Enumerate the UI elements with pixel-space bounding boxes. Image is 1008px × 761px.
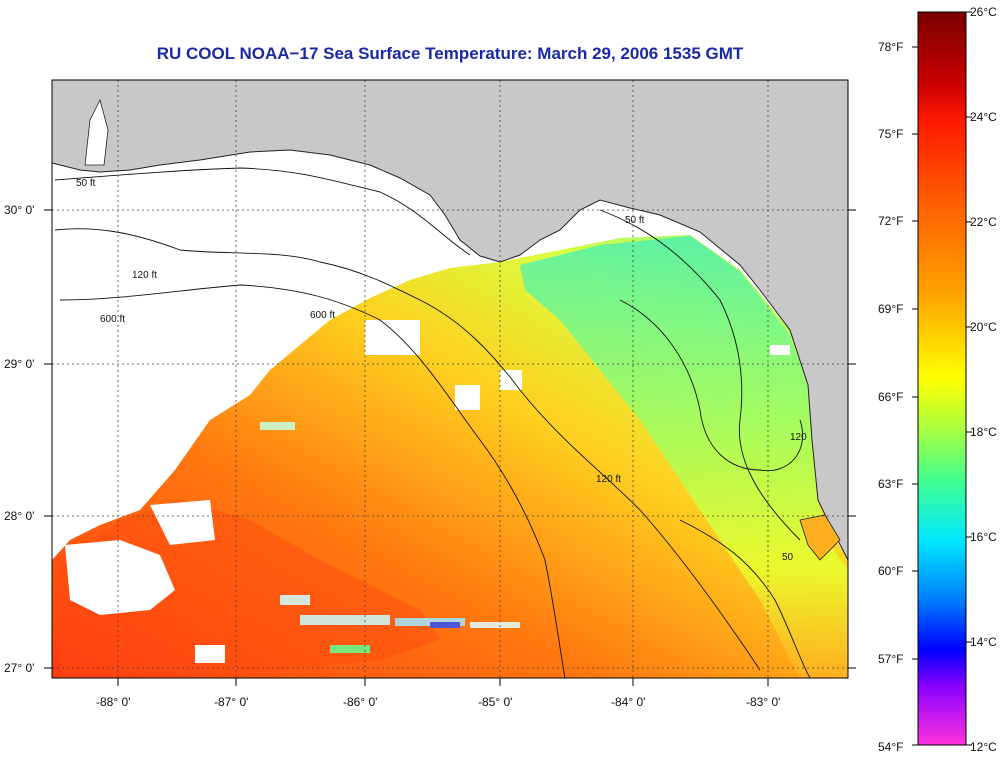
lat-label-28n: 28° 0' [4,509,34,523]
contour-label-120ft: 120 ft [132,270,157,281]
lon-label-87w: -87° 0' [214,695,248,709]
colorbar-label-20c: 20°C [970,320,997,334]
colorbar-label-18c: 18°C [970,425,997,439]
mobile-bay [84,98,109,166]
lon-label-88w: -88° 0' [96,695,130,709]
lat-label-27n: 27° 0' [4,661,34,675]
colorbar-label-72f: 72°F [878,214,903,228]
contour-label-600ft-mid: 600 ft [310,310,335,321]
plot-ticks [44,209,856,686]
colorbar-label-26c: 26°C [970,5,997,19]
lat-label-30n: 30° 0' [4,203,34,217]
warm-water-region [60,500,440,675]
bathymetry-contours [54,167,811,678]
lon-label-85w: -85° 0' [478,695,512,709]
contour-label-600ft: 600 ft [100,314,125,325]
florida-shelf-waters [520,236,848,678]
colorbar-label-16c: 16°C [970,530,997,544]
colorbar-gradient [917,11,967,746]
cool-streaks [260,422,520,653]
contour-label-120: 120 [790,432,807,443]
temperature-colorbar: 26°C 24°C 22°C 20°C 18°C 16°C 14°C 12°C … [878,5,997,754]
colorbar-label-12c: 12°C [970,740,997,754]
contour-label-50ft: 50 ft [76,178,96,189]
colorbar-ticks [912,11,972,746]
colorbar-label-75f: 75°F [878,127,903,141]
colorbar-label-14c: 14°C [970,635,997,649]
contour-label-50ft-fl: 50 ft [625,215,645,226]
colorbar-label-66f: 66°F [878,390,903,404]
colorbar-label-24c: 24°C [970,110,997,124]
colorbar-label-57f: 57°F [878,652,903,666]
lon-label-83w: -83° 0' [746,695,780,709]
colorbar-label-54f: 54°F [878,740,903,754]
contour-label-50: 50 [782,552,794,563]
colorbar-label-78f: 78°F [878,40,903,54]
colorbar-label-63f: 63°F [878,477,903,491]
map-title: RU COOL NOAA−17 Sea Surface Temperature:… [156,44,744,63]
colorbar-label-69f: 69°F [878,302,903,316]
colorbar-label-22c: 22°C [970,215,997,229]
lon-label-84w: -84° 0' [611,695,645,709]
tampa-bay [799,514,841,561]
lon-label-86w: -86° 0' [343,695,377,709]
colorbar-label-60f: 60°F [878,564,903,578]
plot-frame [51,79,849,679]
sst-plot-area: 50 ft 50 ft 120 ft 120 ft 600 ft 600 ft … [52,80,848,678]
land-mass [52,80,848,561]
contour-label-120ft-shelf: 120 ft [596,474,621,485]
lat-label-29n: 29° 0' [4,357,34,371]
